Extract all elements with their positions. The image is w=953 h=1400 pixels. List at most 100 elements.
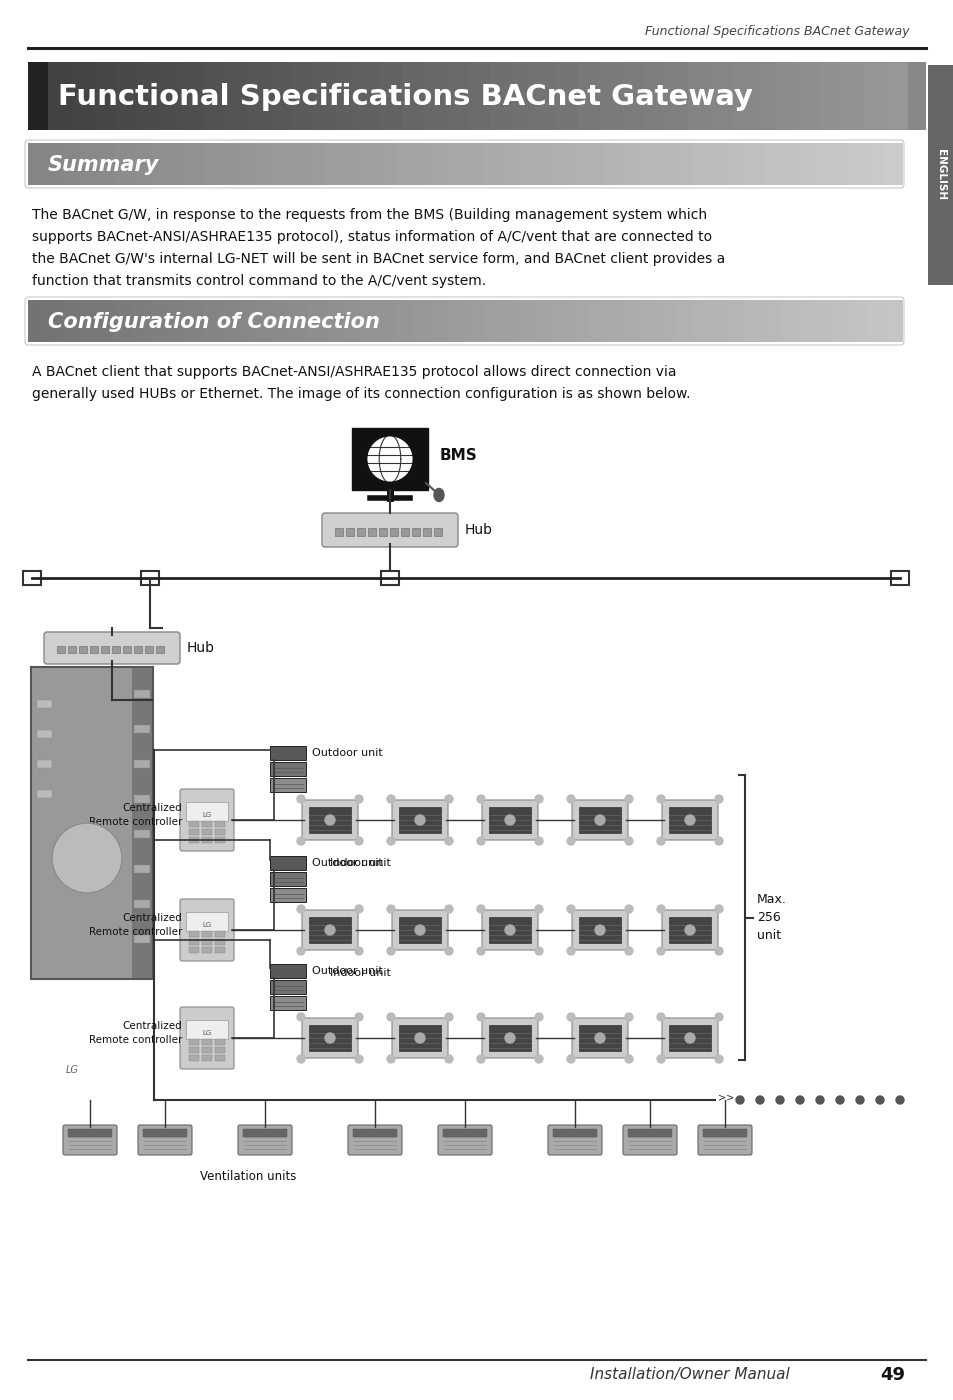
Bar bbox=[356, 528, 365, 536]
Bar bbox=[465, 300, 482, 342]
Bar bbox=[442, 1128, 486, 1137]
Bar bbox=[702, 1128, 746, 1137]
Bar bbox=[744, 143, 762, 185]
Bar bbox=[325, 300, 343, 342]
Bar bbox=[709, 62, 731, 130]
Bar bbox=[395, 300, 413, 342]
Bar bbox=[379, 62, 401, 130]
Circle shape bbox=[444, 904, 453, 913]
Bar bbox=[202, 1039, 212, 1044]
Bar bbox=[850, 143, 867, 185]
Circle shape bbox=[355, 795, 363, 804]
Bar bbox=[189, 829, 199, 834]
Bar bbox=[727, 300, 744, 342]
Bar bbox=[28, 143, 46, 185]
Bar bbox=[248, 62, 270, 130]
Bar bbox=[797, 143, 815, 185]
Bar bbox=[308, 300, 325, 342]
Bar bbox=[517, 300, 535, 342]
Bar bbox=[398, 917, 440, 944]
Bar bbox=[115, 300, 132, 342]
Bar bbox=[270, 746, 306, 760]
Circle shape bbox=[566, 946, 575, 955]
Bar bbox=[202, 939, 212, 945]
Bar bbox=[780, 143, 797, 185]
Bar bbox=[202, 1056, 212, 1061]
FancyBboxPatch shape bbox=[622, 1126, 677, 1155]
Circle shape bbox=[476, 1056, 484, 1063]
Bar bbox=[570, 300, 587, 342]
FancyBboxPatch shape bbox=[138, 1126, 192, 1155]
Bar bbox=[605, 143, 622, 185]
Text: Summary: Summary bbox=[48, 155, 159, 175]
Bar bbox=[820, 62, 841, 130]
Text: Outdoor unit: Outdoor unit bbox=[312, 858, 382, 868]
Bar bbox=[587, 300, 605, 342]
Circle shape bbox=[504, 815, 515, 825]
Bar bbox=[398, 806, 440, 833]
Bar bbox=[832, 300, 850, 342]
Bar bbox=[132, 668, 152, 979]
Bar bbox=[377, 143, 395, 185]
Circle shape bbox=[387, 1056, 395, 1063]
Bar bbox=[132, 143, 151, 185]
Circle shape bbox=[624, 946, 633, 955]
Bar bbox=[63, 143, 80, 185]
Bar bbox=[133, 935, 150, 944]
Circle shape bbox=[296, 1014, 305, 1021]
Circle shape bbox=[325, 1033, 335, 1043]
Bar bbox=[727, 143, 744, 185]
Bar bbox=[430, 300, 448, 342]
Bar bbox=[780, 300, 797, 342]
Bar bbox=[599, 62, 621, 130]
Circle shape bbox=[444, 795, 453, 804]
FancyBboxPatch shape bbox=[63, 1126, 117, 1155]
Bar bbox=[214, 829, 225, 834]
Bar bbox=[133, 900, 150, 909]
Bar bbox=[710, 143, 727, 185]
Circle shape bbox=[355, 946, 363, 955]
Bar bbox=[309, 1025, 351, 1051]
Text: supports BACnet-ANSI/ASHRAE135 protocol), status information of A/C/vent that ar: supports BACnet-ANSI/ASHRAE135 protocol)… bbox=[32, 230, 711, 244]
Text: LG: LG bbox=[202, 1030, 212, 1036]
Bar bbox=[692, 300, 710, 342]
Bar bbox=[270, 872, 306, 886]
Circle shape bbox=[657, 946, 664, 955]
Bar bbox=[622, 300, 639, 342]
Bar bbox=[291, 143, 308, 185]
Circle shape bbox=[476, 946, 484, 955]
Bar bbox=[762, 143, 780, 185]
Bar bbox=[368, 528, 375, 536]
Circle shape bbox=[504, 925, 515, 935]
Bar bbox=[57, 645, 65, 652]
Bar bbox=[202, 829, 212, 834]
Bar bbox=[123, 645, 131, 652]
Circle shape bbox=[775, 1096, 783, 1105]
Bar bbox=[884, 143, 902, 185]
Bar bbox=[79, 645, 87, 652]
Text: function that transmits control command to the A/C/vent system.: function that transmits control command … bbox=[32, 274, 486, 288]
Text: Centralized
Remote controller: Centralized Remote controller bbox=[89, 913, 182, 937]
FancyBboxPatch shape bbox=[302, 799, 357, 840]
Bar bbox=[377, 300, 395, 342]
Bar bbox=[186, 802, 228, 820]
Bar bbox=[68, 1128, 112, 1137]
Bar bbox=[151, 300, 168, 342]
Bar bbox=[867, 300, 884, 342]
Text: Installation/Owner Manual: Installation/Owner Manual bbox=[589, 1368, 789, 1383]
Bar bbox=[80, 300, 98, 342]
Circle shape bbox=[387, 904, 395, 913]
Bar bbox=[578, 806, 620, 833]
Circle shape bbox=[535, 904, 542, 913]
Circle shape bbox=[657, 1056, 664, 1063]
Bar bbox=[687, 62, 709, 130]
Bar bbox=[744, 300, 762, 342]
Circle shape bbox=[415, 925, 424, 935]
Bar bbox=[63, 300, 80, 342]
Circle shape bbox=[624, 1056, 633, 1063]
FancyBboxPatch shape bbox=[302, 910, 357, 951]
Bar bbox=[587, 143, 605, 185]
FancyBboxPatch shape bbox=[572, 910, 627, 951]
FancyBboxPatch shape bbox=[180, 790, 233, 851]
Bar bbox=[133, 795, 150, 804]
